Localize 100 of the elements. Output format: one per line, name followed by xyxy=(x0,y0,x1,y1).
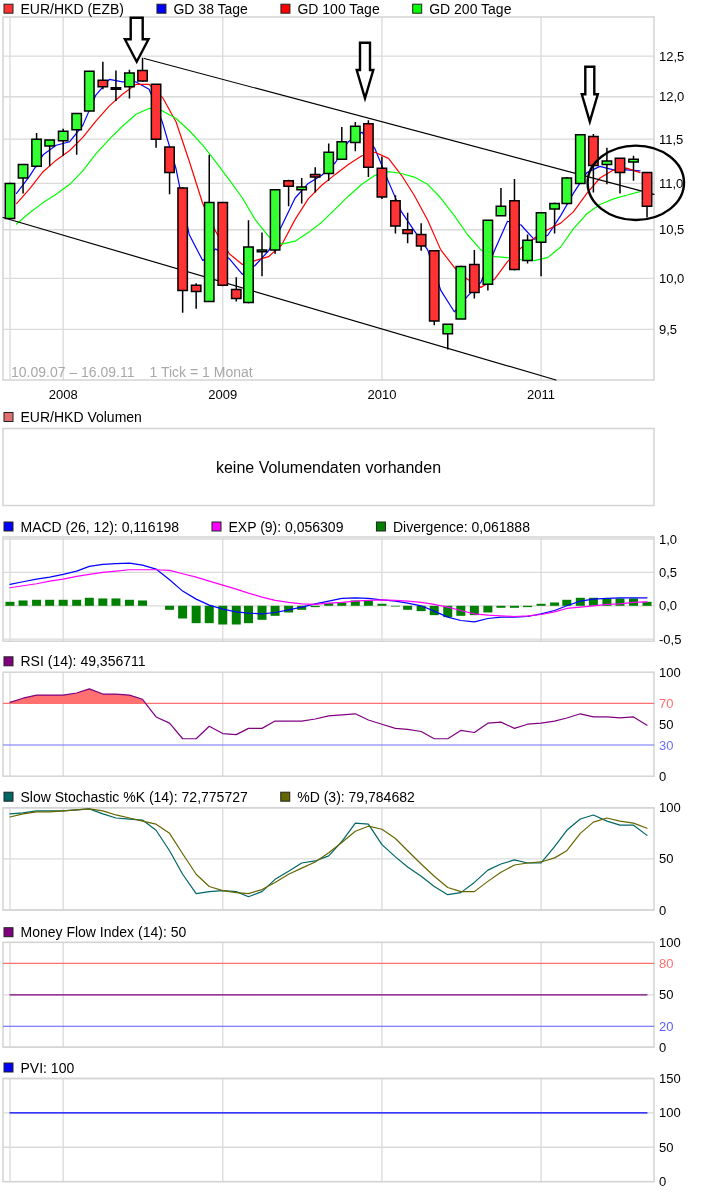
y-tick-label: 50 xyxy=(659,987,674,1003)
bar xyxy=(496,605,506,608)
bar xyxy=(45,599,55,606)
candlestick xyxy=(17,163,29,195)
y-tick-label: 0,0 xyxy=(659,598,678,614)
candlestick xyxy=(455,264,467,320)
candlestick xyxy=(164,146,176,196)
legend-label: GD 200 Tage xyxy=(429,0,512,17)
bar xyxy=(243,605,253,624)
bar xyxy=(5,601,15,606)
legend-label: Divergence: 0,061888 xyxy=(392,518,531,535)
legend-label: GD 100 Tage xyxy=(297,0,380,17)
candlestick xyxy=(150,82,162,149)
bar xyxy=(509,605,519,608)
bar xyxy=(124,599,134,606)
candlestick xyxy=(428,250,440,327)
legend-label: GD 38 Tage xyxy=(173,0,249,17)
ref-line-label: 30 xyxy=(659,737,674,753)
line-series xyxy=(15,107,641,262)
candlestick xyxy=(124,68,135,100)
candlestick xyxy=(482,219,494,292)
y-tick-label: 0 xyxy=(659,1174,667,1190)
line-series xyxy=(9,562,648,623)
line-series xyxy=(9,688,648,740)
y-tick-label: 100 xyxy=(659,664,681,680)
y-tick-label: 11,0 xyxy=(659,175,684,191)
candlestick xyxy=(336,126,348,161)
candlestick xyxy=(97,60,109,91)
candlestick xyxy=(402,212,414,244)
legend-label: %D (3): 79,784682 xyxy=(297,788,415,805)
candlestick xyxy=(323,142,335,182)
bar xyxy=(111,598,121,606)
y-tick-label: 0 xyxy=(659,768,667,784)
candlestick xyxy=(57,128,69,157)
candlestick xyxy=(495,187,507,218)
legend-label: PVI: 100 xyxy=(20,1059,75,1076)
candlestick xyxy=(71,111,83,156)
y-tick-label: 10,0 xyxy=(659,270,685,286)
y-tick-label: 9,5 xyxy=(659,321,678,337)
bar xyxy=(483,605,493,613)
ref-line-label: 80 xyxy=(659,955,674,971)
legend-label: Money Flow Index (14): 50 xyxy=(20,924,187,941)
candlestick xyxy=(628,154,639,182)
bar xyxy=(403,605,413,610)
bar xyxy=(204,605,214,624)
candlestick xyxy=(601,147,613,186)
bar xyxy=(165,605,175,610)
candlestick xyxy=(256,231,268,278)
y-tick-label: 12,0 xyxy=(659,89,685,105)
legend-label: EXP (9): 0,056309 xyxy=(228,518,344,535)
y-tick-label: 0,5 xyxy=(659,564,678,580)
candlestick xyxy=(296,177,308,205)
y-tick-label: 100 xyxy=(659,1105,681,1121)
legend-label: EUR/HKD (EZB) xyxy=(20,0,124,17)
y-tick-label: 50 xyxy=(659,716,674,732)
candlestick xyxy=(468,249,480,300)
y-tick-label: 100 xyxy=(659,934,681,950)
candlestick xyxy=(389,194,401,235)
candlestick xyxy=(83,70,95,112)
bar xyxy=(58,599,68,606)
candlestick xyxy=(442,323,454,351)
annotation: 1 Tick = 1 Monat xyxy=(149,364,253,380)
candlestick xyxy=(31,132,43,168)
candlestick xyxy=(44,138,56,168)
candlestick xyxy=(535,211,547,278)
candlestick xyxy=(415,222,427,252)
bar xyxy=(377,603,387,606)
bar xyxy=(138,600,148,606)
x-tick-label: 2008 xyxy=(48,387,78,402)
legend-label: MACD (26, 12): 0,116198 xyxy=(20,518,180,535)
x-tick-label: 2011 xyxy=(527,387,556,402)
text: EUR/HKD Volumen xyxy=(20,409,142,425)
y-tick-label: 0 xyxy=(659,902,667,918)
y-tick-label: 10,5 xyxy=(659,222,685,238)
bar xyxy=(178,605,188,619)
ref-line-label: 20 xyxy=(659,1018,674,1034)
candlestick xyxy=(362,119,374,178)
annotation: 10.09.07 – 16.09.11 xyxy=(11,364,135,380)
legend-label: Slow Stochastic %K (14): 72,775727 xyxy=(20,788,248,805)
y-tick-label: -0,5 xyxy=(659,631,682,647)
bar xyxy=(32,599,42,606)
bar xyxy=(84,597,94,606)
candlestick xyxy=(269,189,281,255)
candlestick xyxy=(110,69,122,102)
candlestick xyxy=(283,179,295,208)
x-tick-label: 2009 xyxy=(208,387,238,402)
bar xyxy=(536,603,546,606)
candlestick xyxy=(309,166,321,194)
text: keine Volumendaten vorhanden xyxy=(215,458,442,476)
ref-line-label: 70 xyxy=(659,695,674,711)
candlestick xyxy=(574,133,586,186)
bar xyxy=(218,605,228,625)
x-tick-label: 2010 xyxy=(367,387,397,402)
bar xyxy=(257,605,267,620)
line-series xyxy=(9,569,648,618)
candlestick xyxy=(522,233,533,265)
legend-label: RSI (14): 49,356711 xyxy=(20,653,146,670)
bar xyxy=(98,598,108,606)
bar xyxy=(550,602,560,606)
y-tick-label: 50 xyxy=(659,851,674,867)
